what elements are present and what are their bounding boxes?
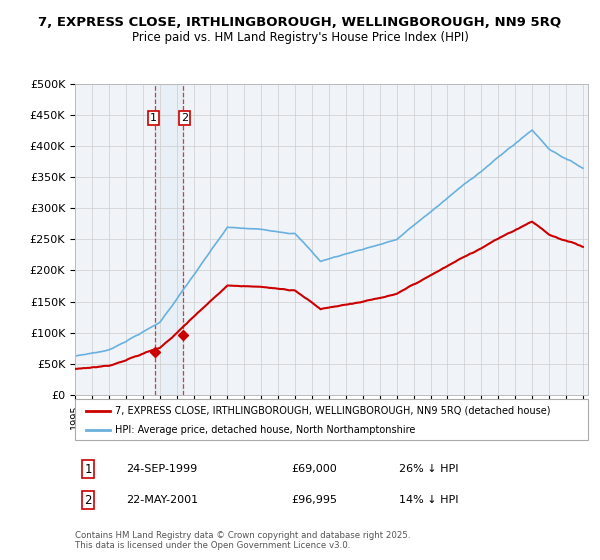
Text: £96,995: £96,995 xyxy=(291,495,337,505)
Bar xyxy=(155,84,183,395)
Text: 14% ↓ HPI: 14% ↓ HPI xyxy=(399,495,458,505)
Text: 7, EXPRESS CLOSE, IRTHLINGBOROUGH, WELLINGBOROUGH, NN9 5RQ (detached house): 7, EXPRESS CLOSE, IRTHLINGBOROUGH, WELLI… xyxy=(115,405,550,416)
Text: 22-MAY-2001: 22-MAY-2001 xyxy=(126,495,198,505)
Text: 2: 2 xyxy=(181,113,188,123)
Text: 2: 2 xyxy=(85,493,92,507)
Text: Price paid vs. HM Land Registry's House Price Index (HPI): Price paid vs. HM Land Registry's House … xyxy=(131,31,469,44)
Text: 1: 1 xyxy=(85,463,92,476)
Text: £69,000: £69,000 xyxy=(291,464,337,474)
Text: 7, EXPRESS CLOSE, IRTHLINGBOROUGH, WELLINGBOROUGH, NN9 5RQ: 7, EXPRESS CLOSE, IRTHLINGBOROUGH, WELLI… xyxy=(38,16,562,29)
Text: Contains HM Land Registry data © Crown copyright and database right 2025.
This d: Contains HM Land Registry data © Crown c… xyxy=(75,531,410,550)
Text: 1: 1 xyxy=(150,113,157,123)
Text: HPI: Average price, detached house, North Northamptonshire: HPI: Average price, detached house, Nort… xyxy=(115,424,415,435)
Text: 24-SEP-1999: 24-SEP-1999 xyxy=(126,464,197,474)
Text: 26% ↓ HPI: 26% ↓ HPI xyxy=(399,464,458,474)
